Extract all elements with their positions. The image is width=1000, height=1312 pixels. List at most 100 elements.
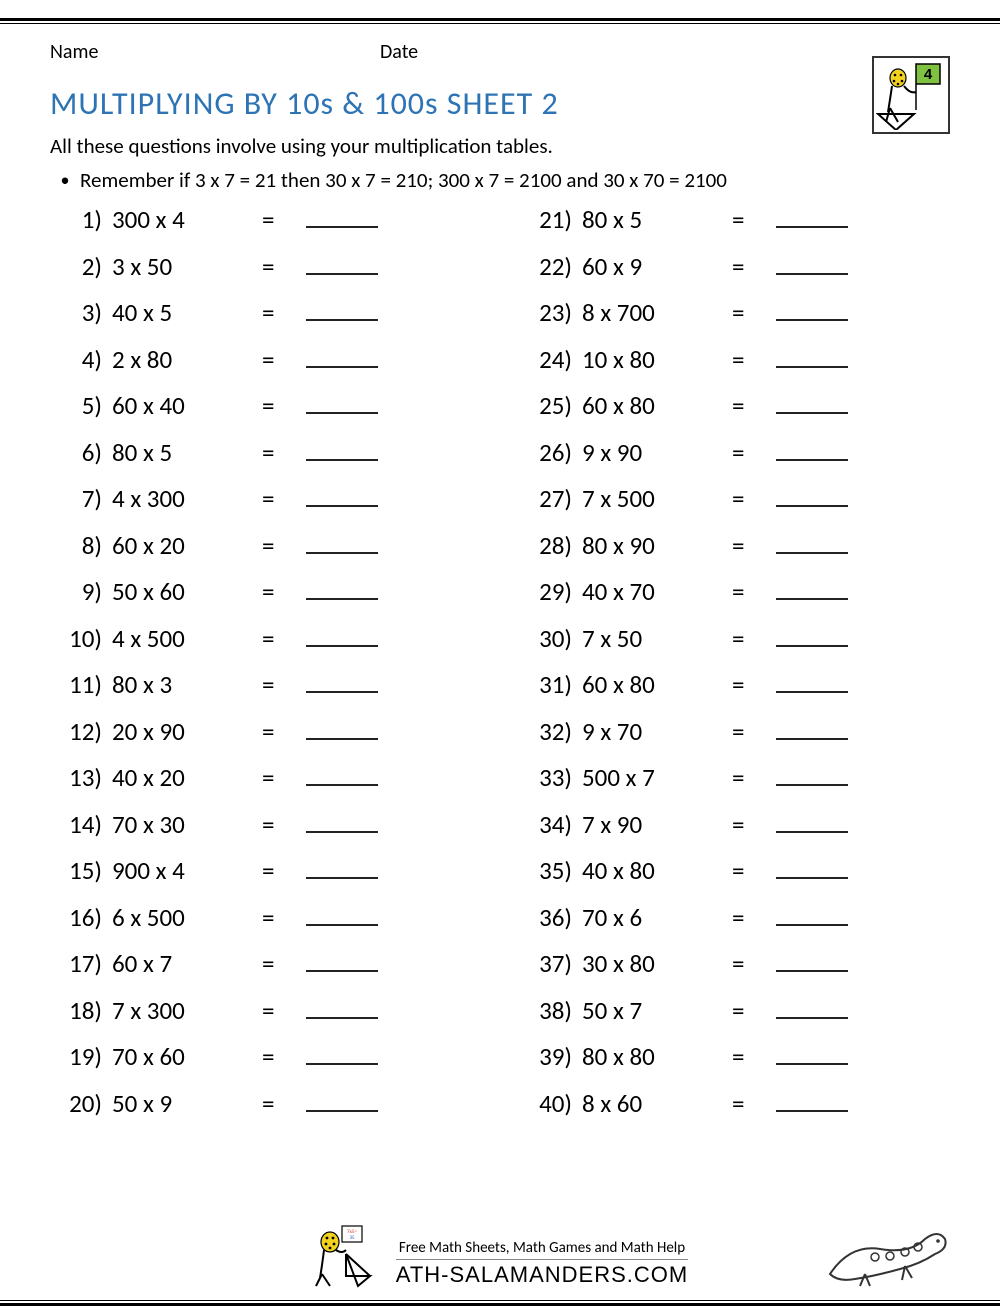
question-number: 16) [50,905,112,930]
answer-blank[interactable] [776,859,848,879]
question-expression: 80 x 3 [112,672,262,697]
answer-blank[interactable] [306,766,378,786]
worksheet-subtitle: All these questions involve using your m… [50,133,950,159]
question-row: 11)80 x 3= [50,672,480,719]
question-row: 10)4 x 500= [50,626,480,673]
answer-blank[interactable] [306,301,378,321]
equals-sign: = [732,393,770,418]
question-row: 26)9 x 90= [520,440,950,487]
question-expression: 900 x 4 [112,858,262,883]
answer-blank[interactable] [776,208,848,228]
question-row: 37)30 x 80= [520,951,950,998]
equals-sign: = [732,858,770,883]
question-row: 9)50 x 60= [50,579,480,626]
equals-sign: = [262,393,300,418]
question-number: 31) [520,672,582,697]
question-number: 19) [50,1044,112,1069]
question-expression: 40 x 20 [112,765,262,790]
answer-blank[interactable] [776,580,848,600]
answer-blank[interactable] [306,999,378,1019]
answer-blank[interactable] [776,627,848,647]
answer-blank[interactable] [306,673,378,693]
question-row: 18)7 x 300= [50,998,480,1045]
question-row: 8)60 x 20= [50,533,480,580]
equals-sign: = [262,719,300,744]
answer-blank[interactable] [776,534,848,554]
question-row: 35)40 x 80= [520,858,950,905]
question-expression: 80 x 5 [582,207,732,232]
header-row: Name Date [50,40,950,64]
question-number: 11) [50,672,112,697]
question-number: 29) [520,579,582,604]
worksheet-page: Name Date 4 MULTIPLYING BY 10s & 100s SH… [0,24,1000,1137]
question-number: 20) [50,1091,112,1116]
answer-blank[interactable] [776,906,848,926]
answer-blank[interactable] [306,1045,378,1065]
answer-blank[interactable] [776,1045,848,1065]
equals-sign: = [732,254,770,279]
answer-blank[interactable] [306,720,378,740]
question-number: 27) [520,486,582,511]
question-row: 36)70 x 6= [520,905,950,952]
answer-blank[interactable] [776,394,848,414]
question-number: 2) [50,254,112,279]
question-row: 4)2 x 80= [50,347,480,394]
question-number: 32) [520,719,582,744]
equals-sign: = [732,579,770,604]
answer-blank[interactable] [776,487,848,507]
answer-blank[interactable] [776,999,848,1019]
answer-blank[interactable] [306,906,378,926]
answer-blank[interactable] [306,1092,378,1112]
answer-blank[interactable] [776,720,848,740]
question-expression: 7 x 300 [112,998,262,1023]
question-expression: 60 x 40 [112,393,262,418]
date-label: Date [380,40,950,64]
answer-blank[interactable] [776,441,848,461]
answer-blank[interactable] [306,627,378,647]
question-row: 40)8 x 60= [520,1091,950,1138]
question-expression: 300 x 4 [112,207,262,232]
answer-blank[interactable] [306,813,378,833]
question-number: 26) [520,440,582,465]
answer-blank[interactable] [776,813,848,833]
question-number: 18) [50,998,112,1023]
question-number: 23) [520,300,582,325]
answer-blank[interactable] [306,952,378,972]
equals-sign: = [732,951,770,976]
answer-blank[interactable] [776,766,848,786]
question-row: 7)4 x 300= [50,486,480,533]
answer-blank[interactable] [306,348,378,368]
answer-blank[interactable] [306,394,378,414]
answer-blank[interactable] [776,1092,848,1112]
salamander-logo-icon: 7x5= 35 [312,1224,382,1288]
answer-blank[interactable] [306,441,378,461]
answer-blank[interactable] [306,487,378,507]
equals-sign: = [262,207,300,232]
answer-blank[interactable] [776,673,848,693]
question-row: 24)10 x 80= [520,347,950,394]
equals-sign: = [262,998,300,1023]
question-row: 16)6 x 500= [50,905,480,952]
question-expression: 60 x 80 [582,672,732,697]
question-expression: 80 x 5 [112,440,262,465]
answer-blank[interactable] [306,255,378,275]
answer-blank[interactable] [776,348,848,368]
question-number: 33) [520,765,582,790]
equals-sign: = [732,672,770,697]
answer-blank[interactable] [776,255,848,275]
equals-sign: = [262,626,300,651]
answer-blank[interactable] [306,208,378,228]
question-expression: 2 x 80 [112,347,262,372]
answer-blank[interactable] [776,952,848,972]
equals-sign: = [262,347,300,372]
answer-blank[interactable] [776,301,848,321]
equals-sign: = [732,533,770,558]
name-label: Name [50,40,380,64]
answer-blank[interactable] [306,580,378,600]
grade-badge: 4 [872,56,950,134]
question-expression: 20 x 90 [112,719,262,744]
answer-blank[interactable] [306,859,378,879]
question-expression: 80 x 90 [582,533,732,558]
equals-sign: = [262,905,300,930]
answer-blank[interactable] [306,534,378,554]
